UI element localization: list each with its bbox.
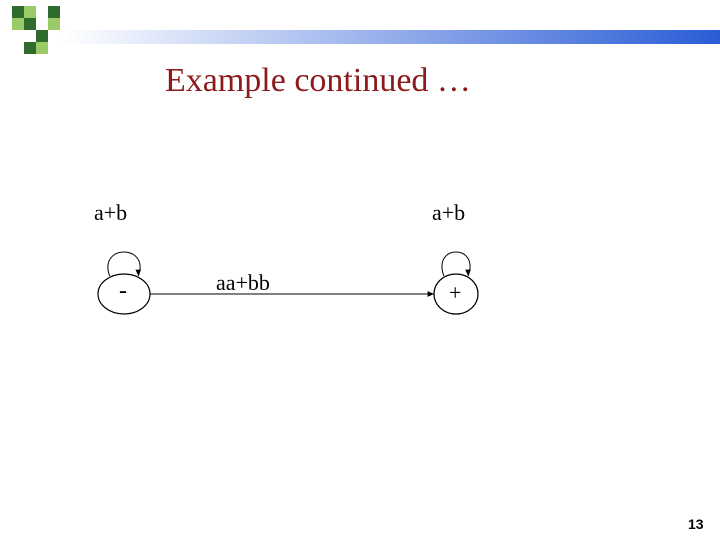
page-number: 13 (688, 516, 704, 532)
selfloop-label-plus: a+b (432, 200, 465, 226)
selfloop-label-minus: a+b (94, 200, 127, 226)
slide: Example continued … a+b a+b aa+bb - + 13 (0, 0, 720, 540)
node-label-minus: - (119, 278, 127, 305)
automaton-svg (0, 0, 720, 540)
node-label-plus: + (449, 280, 461, 306)
transition-label: aa+bb (216, 270, 270, 296)
